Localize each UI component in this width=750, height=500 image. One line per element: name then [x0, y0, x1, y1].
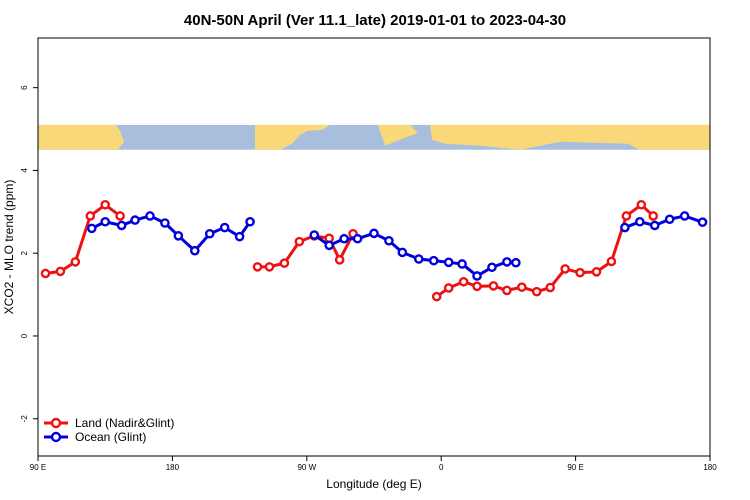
data-point [649, 220, 660, 231]
data-point [397, 247, 408, 258]
data-point [545, 282, 556, 293]
data-point [606, 256, 617, 267]
data-point [145, 211, 155, 221]
plot-frame [37, 37, 711, 457]
data-point [55, 266, 66, 277]
series-line [45, 203, 122, 275]
map-land [255, 124, 330, 150]
series-layer [40, 199, 708, 302]
x-axis: 90 E 180 90 W 0 90 E 180 [30, 456, 717, 472]
data-point [294, 236, 305, 247]
legend-label: Land (Nadir&Glint) [75, 416, 174, 430]
y-tick-label: -2 [20, 415, 29, 423]
data-point [116, 220, 127, 231]
data-point [413, 254, 424, 264]
y-axis: -2 0 2 4 6 [20, 85, 38, 422]
data-point [279, 258, 290, 268]
world-map-band [38, 124, 710, 150]
data-point [620, 222, 630, 233]
legend-label: Ocean (Glint) [75, 430, 146, 444]
data-point [472, 271, 482, 281]
y-tick-label: 2 [20, 250, 29, 255]
data-point [130, 215, 140, 225]
data-point [234, 231, 245, 242]
map-land [38, 124, 124, 150]
data-point [115, 211, 125, 221]
data-point [531, 286, 542, 297]
x-tick-label: 180 [166, 463, 180, 472]
data-point [245, 216, 255, 227]
data-point [189, 245, 200, 256]
data-point [100, 216, 110, 227]
data-point [309, 230, 320, 240]
data-point [511, 257, 521, 268]
data-point [352, 233, 363, 244]
y-tick-label: 6 [20, 85, 29, 90]
data-point [487, 262, 497, 273]
data-point [636, 199, 647, 210]
data-point [85, 211, 96, 221]
x-tick-label: 0 [439, 463, 444, 472]
data-point [369, 228, 379, 239]
data-point [664, 214, 675, 225]
data-point [40, 268, 51, 279]
data-point [472, 281, 482, 292]
x-tick-label: 90 W [297, 463, 316, 472]
data-point [204, 228, 215, 239]
data-point [252, 262, 263, 272]
x-tick-label: 90 E [567, 463, 583, 472]
data-point [648, 211, 659, 221]
data-point [560, 264, 570, 274]
data-point [428, 255, 439, 266]
data-point [443, 257, 454, 268]
chart-title: 40N-50N April (Ver 11.1_late) 2019-01-01… [184, 12, 566, 29]
legend-marker [50, 417, 62, 429]
y-tick-label: 4 [20, 168, 29, 173]
data-point [70, 257, 81, 267]
data-point [457, 259, 467, 269]
data-point [339, 233, 349, 244]
data-point [679, 211, 690, 221]
data-point [635, 216, 645, 227]
data-point [591, 267, 602, 277]
data-point [621, 211, 632, 221]
x-tick-label: 90 E [30, 463, 46, 472]
map-land [430, 124, 710, 150]
data-point [517, 282, 527, 292]
series-line [435, 203, 655, 298]
data-point [334, 255, 345, 265]
data-point [458, 276, 469, 287]
data-point [86, 223, 97, 234]
data-point [575, 267, 585, 278]
data-point [488, 281, 499, 291]
data-point [324, 240, 335, 251]
data-point [443, 283, 454, 293]
data-point [100, 199, 110, 210]
legend: Land (Nadir&Glint)Ocean (Glint) [44, 416, 174, 444]
x-axis-label: Longitude (deg E) [326, 477, 421, 491]
data-point [697, 217, 708, 227]
data-point [173, 231, 184, 241]
map-land [378, 124, 418, 146]
data-point [431, 291, 442, 302]
series-land [40, 199, 659, 302]
legend-marker [50, 431, 62, 443]
y-tick-label: 0 [20, 333, 29, 338]
data-point [219, 222, 230, 233]
data-point [502, 285, 512, 296]
data-point [160, 218, 170, 228]
y-axis-label: XCO2 - MLO trend (ppm) [2, 180, 16, 315]
x-tick-label: 180 [703, 463, 717, 472]
series-line [91, 214, 252, 253]
data-point [502, 257, 512, 267]
data-point [264, 262, 275, 272]
data-point [384, 235, 394, 246]
series-ocean [86, 211, 708, 281]
